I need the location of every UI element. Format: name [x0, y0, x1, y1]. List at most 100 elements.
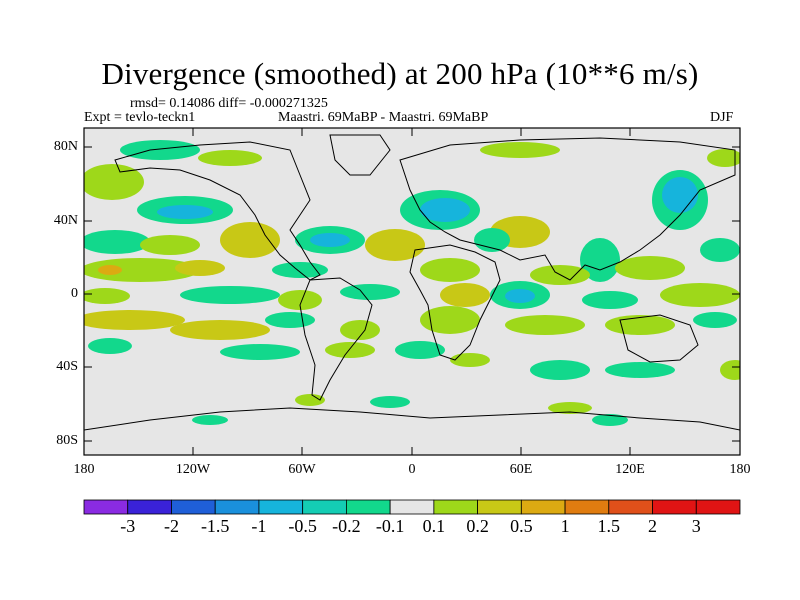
field-blob: [580, 238, 620, 282]
field-blob: [700, 238, 740, 262]
field-blob: [340, 284, 400, 300]
y-tick-label: 80S: [56, 433, 78, 448]
field-blob: [420, 198, 470, 222]
colorbar-box: [83, 499, 129, 515]
field-blob: [440, 283, 490, 307]
season-label: DJF: [710, 110, 734, 125]
x-tick-label: 120W: [175, 462, 211, 477]
x-tick-label: 60E: [509, 462, 533, 477]
field-blob: [505, 289, 535, 303]
field-blob: [480, 142, 560, 158]
x-ticks: [192, 128, 631, 455]
field-blob: [120, 140, 200, 160]
x-tick-label: 60W: [288, 462, 316, 477]
colorbar-label: -1.5: [200, 516, 230, 536]
colorbar-label: -0.1: [375, 516, 405, 536]
field-blob: [420, 306, 480, 334]
colorbar-box: [477, 499, 522, 515]
field-blob: [662, 177, 698, 213]
colorbar-label: 0.5: [510, 516, 533, 536]
field-blob: [450, 353, 490, 367]
field-blob: [395, 341, 445, 359]
colorbar-box: [695, 499, 741, 515]
colorbar-box: [564, 499, 610, 515]
field-blob: [157, 205, 213, 219]
field-blob: [660, 283, 740, 307]
field-blob: [530, 360, 590, 380]
colorbar-box: [652, 499, 697, 515]
y-tick-label: 40N: [53, 213, 78, 228]
colorbar-label: 0.2: [466, 516, 489, 536]
field-blob: [84, 310, 185, 330]
colorbar-box: [127, 499, 172, 515]
colorbar-box: [345, 499, 391, 515]
field-blob: [84, 164, 144, 200]
colorbar-box: [389, 499, 435, 515]
field-blob: [272, 262, 328, 278]
colorbar-label: -3: [120, 516, 136, 536]
colorbar-box: [520, 499, 566, 515]
coast-south-america: [299, 277, 373, 401]
field-blob: [84, 288, 130, 304]
colorbar-box: [214, 499, 260, 515]
coast-australia: [619, 314, 699, 363]
field-blob: [278, 290, 322, 310]
divergence-field: [84, 140, 740, 426]
field-blob: [88, 338, 132, 354]
x-tick-label: 120E: [615, 462, 645, 477]
field-blob: [192, 415, 228, 425]
colorbar-label: -0.2: [332, 516, 361, 536]
coast-north-america: [114, 141, 321, 281]
field-blob: [365, 229, 425, 261]
experiment-label: Expt = tevlo-teckn1: [84, 110, 196, 125]
field-blob: [220, 222, 280, 258]
colorbar-label: 1: [560, 516, 570, 536]
stats-text: rmsd= 0.14086 diff= -0.000271325: [130, 96, 328, 111]
field-blob: [615, 256, 685, 280]
x-tick-label: 0: [408, 462, 416, 477]
field-blob: [370, 396, 410, 408]
field-blob: [340, 320, 380, 340]
field-blob: [707, 149, 740, 167]
x-tick-label: 180: [729, 462, 751, 477]
coastlines: [84, 134, 740, 431]
colorbar-label: 1.5: [597, 516, 621, 536]
map-background: [84, 128, 740, 455]
field-blob: [295, 394, 325, 406]
y-tick-label: 40S: [56, 359, 78, 374]
colorbar-box: [302, 499, 347, 515]
coast-eurasia: [399, 137, 736, 281]
comparison-label: Maastri. 69MaBP - Maastri. 69MaBP: [278, 110, 489, 125]
colorbar-box: [433, 499, 479, 515]
field-blob: [592, 414, 628, 426]
field-blob: [310, 233, 350, 247]
x-tick-label: 180: [73, 462, 95, 477]
field-blob: [693, 312, 737, 328]
field-blob: [265, 312, 315, 328]
colorbar-label: 0.1: [422, 516, 446, 536]
field-blob: [582, 291, 638, 309]
field-blob: [84, 258, 200, 282]
field-blob: [198, 150, 262, 166]
field-blob: [505, 315, 585, 335]
field-blob: [175, 260, 225, 276]
colorbar-label: 3: [691, 516, 701, 536]
colorbar-label: -2: [163, 516, 179, 536]
map-title: Divergence (smoothed) at 200 hPa (10**6 …: [101, 56, 699, 91]
y-ticks: [84, 146, 740, 442]
field-blob: [84, 230, 150, 254]
colorbar-label: 2: [648, 516, 658, 536]
field-blob: [720, 360, 740, 380]
field-blob: [180, 286, 280, 304]
colorbar-label: -0.5: [288, 516, 317, 536]
field-blob: [140, 235, 200, 255]
field-blob: [420, 258, 480, 282]
field-blob: [220, 344, 300, 360]
field-blob: [548, 402, 592, 414]
colorbar-box: [258, 499, 304, 515]
field-blob: [605, 362, 675, 378]
field-blob: [98, 265, 122, 275]
coast-africa: [409, 244, 501, 361]
field-blob: [170, 320, 270, 340]
